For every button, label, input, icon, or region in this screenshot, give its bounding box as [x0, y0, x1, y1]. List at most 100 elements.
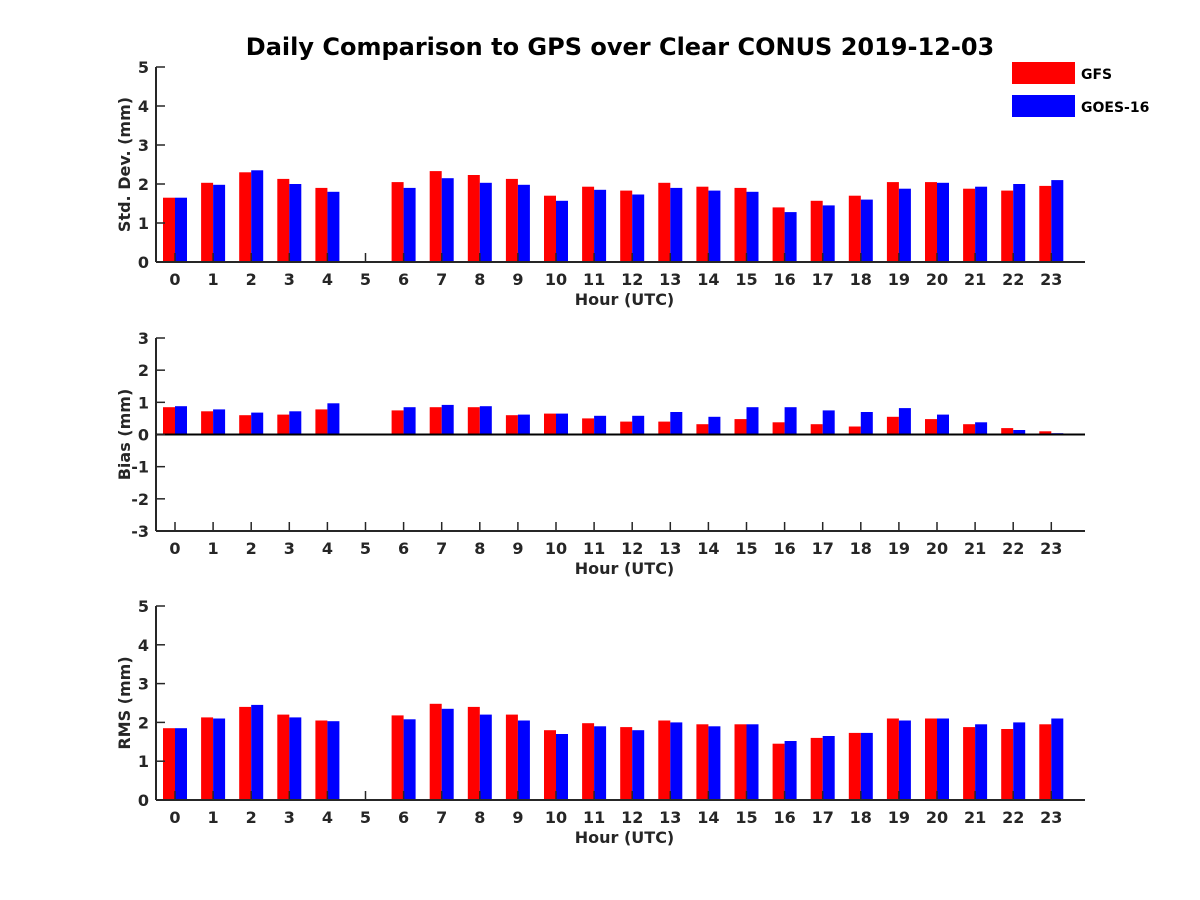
bias-y-tick-label: 1 — [138, 393, 149, 412]
bias-y-tick-label: 2 — [138, 361, 149, 380]
rms-x-tick-label: 9 — [512, 808, 523, 827]
std-dev-x-tick-label: 1 — [208, 270, 219, 289]
rms-bar-goes16-hour-18 — [860, 732, 873, 800]
bias-bar-gfs-hour-18 — [848, 426, 861, 435]
std-dev-bar-goes16-hour-13 — [670, 187, 683, 262]
std-dev-x-tick-label: 14 — [697, 270, 719, 289]
rms-bar-gfs-hour-13 — [658, 720, 671, 800]
rms-bar-gfs-hour-12 — [620, 727, 633, 800]
legend-label-gfs: GFS — [1081, 67, 1112, 83]
rms-x-tick-label: 1 — [208, 808, 219, 827]
bias-bar-goes16-hour-21 — [975, 422, 988, 435]
std-dev-bar-goes16-hour-10 — [556, 200, 568, 262]
rms-bar-goes16-hour-12 — [632, 730, 645, 800]
rms-x-tick-label: 15 — [735, 808, 757, 827]
std-dev-bar-goes16-hour-3 — [289, 184, 302, 262]
std-dev-bar-gfs-hour-6 — [391, 182, 404, 262]
rms-x-tick-label: 5 — [360, 808, 371, 827]
bias-x-tick-label: 5 — [360, 539, 371, 558]
rms-bar-goes16-hour-13 — [670, 722, 683, 800]
bias-x-tick-label: 23 — [1040, 539, 1062, 558]
rms-x-tick-label: 0 — [169, 808, 180, 827]
std-dev-bar-goes16-hour-1 — [213, 184, 226, 262]
std-dev-bar-goes16-hour-4 — [327, 191, 340, 262]
bias-bar-goes16-hour-11 — [594, 415, 607, 435]
std-dev-x-tick-label: 0 — [169, 270, 180, 289]
rms-x-tick-label: 11 — [583, 808, 605, 827]
bias-bar-goes16-hour-1 — [213, 409, 226, 435]
bias-bar-goes16-hour-6 — [403, 407, 416, 435]
std-dev-x-tick-label: 6 — [398, 270, 409, 289]
std-dev-bar-goes16-hour-15 — [746, 191, 759, 262]
rms-bar-gfs-hour-4 — [315, 720, 328, 800]
std-dev-bar-gfs-hour-21 — [963, 188, 976, 262]
std-dev-y-tick-label: 4 — [138, 97, 149, 116]
rms-bar-goes16-hour-21 — [975, 724, 988, 800]
bias-x-tick-label: 15 — [735, 539, 757, 558]
legend-swatch-gfs — [1012, 62, 1075, 84]
rms-x-tick-label: 12 — [621, 808, 643, 827]
std-dev-y-tick-label: 0 — [138, 253, 149, 272]
rms-bar-goes16-hour-7 — [441, 708, 454, 800]
bias-bar-goes16-hour-16 — [784, 407, 797, 435]
rms-bar-gfs-hour-18 — [848, 732, 861, 800]
bias-bar-gfs-hour-6 — [391, 410, 404, 435]
rms-bar-gfs-hour-8 — [467, 706, 480, 800]
rms-bar-goes16-hour-1 — [213, 718, 226, 800]
bias-bar-gfs-hour-23 — [1039, 431, 1052, 435]
rms-bar-gfs-hour-16 — [772, 743, 785, 800]
std-dev-bar-goes16-hour-23 — [1051, 180, 1064, 262]
std-dev-bar-goes16-hour-21 — [975, 186, 988, 262]
legend-swatch-goes16 — [1012, 95, 1075, 117]
std-dev-bar-gfs-hour-20 — [925, 182, 937, 262]
std-dev-y-tick-label: 3 — [138, 136, 149, 155]
rms-bar-gfs-hour-14 — [696, 724, 709, 800]
rms-bar-gfs-hour-19 — [886, 718, 899, 800]
bias-x-tick-label: 16 — [773, 539, 795, 558]
std-dev-x-tick-label: 8 — [474, 270, 485, 289]
std-dev-bar-goes16-hour-17 — [822, 205, 835, 262]
std-dev-x-tick-label: 16 — [773, 270, 795, 289]
std-dev-bar-gfs-hour-2 — [239, 172, 252, 262]
bias-bar-gfs-hour-11 — [582, 418, 595, 435]
bias-x-tick-label: 17 — [812, 539, 834, 558]
rms-y-tick-label: 5 — [138, 597, 149, 616]
bias-x-tick-label: 4 — [322, 539, 333, 558]
std-dev-bar-goes16-hour-9 — [517, 184, 530, 262]
rms-bar-goes16-hour-0 — [175, 728, 187, 800]
std-dev-bar-goes16-hour-16 — [784, 212, 797, 262]
bias-bar-goes16-hour-15 — [746, 407, 759, 435]
rms-bar-gfs-hour-6 — [391, 715, 404, 800]
std-dev-bar-gfs-hour-13 — [658, 182, 671, 262]
bias-bar-gfs-hour-22 — [1001, 428, 1014, 435]
std-dev-x-tick-label: 23 — [1040, 270, 1062, 289]
std-dev-x-tick-label: 18 — [850, 270, 872, 289]
std-dev-bar-goes16-hour-7 — [441, 178, 454, 262]
bias-x-tick-label: 3 — [284, 539, 295, 558]
std-dev-y-axis-label: Std. Dev. (mm) — [115, 97, 134, 232]
rms-bar-gfs-hour-9 — [505, 714, 518, 800]
std-dev-bar-goes16-hour-14 — [708, 190, 721, 262]
bias-x-tick-label: 1 — [208, 539, 219, 558]
std-dev-x-tick-label: 12 — [621, 270, 643, 289]
std-dev-bar-gfs-hour-12 — [620, 190, 633, 262]
std-dev-x-tick-label: 4 — [322, 270, 333, 289]
rms-y-tick-label: 0 — [138, 791, 149, 810]
rms-x-tick-label: 10 — [545, 808, 567, 827]
std-dev-x-tick-label: 21 — [964, 270, 986, 289]
rms-y-axis-label: RMS (mm) — [115, 656, 134, 749]
std-dev-bar-goes16-hour-8 — [479, 182, 492, 262]
rms-y-tick-label: 2 — [138, 713, 149, 732]
rms-bar-goes16-hour-17 — [822, 736, 835, 800]
bias-bar-gfs-hour-20 — [925, 419, 937, 435]
bias-bar-goes16-hour-9 — [517, 414, 530, 435]
bias-x-axis-label: Hour (UTC) — [575, 559, 675, 578]
bias-x-tick-label: 13 — [659, 539, 681, 558]
std-dev-x-tick-label: 10 — [545, 270, 567, 289]
bias-bar-gfs-hour-7 — [429, 407, 442, 435]
bias-bar-gfs-hour-12 — [620, 421, 633, 435]
rms-bar-gfs-hour-17 — [810, 737, 823, 800]
bias-bar-gfs-hour-4 — [315, 409, 328, 435]
std-dev-bar-gfs-hour-1 — [201, 182, 214, 262]
